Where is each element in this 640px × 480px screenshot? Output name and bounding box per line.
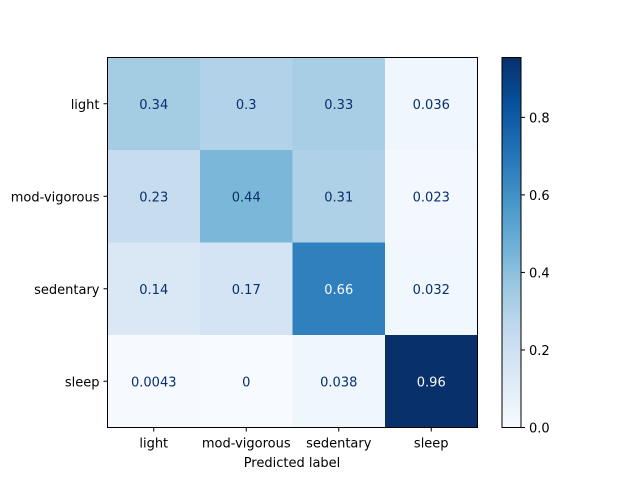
heatmap-cell [200, 335, 293, 428]
cell-value-label: 0.66 [324, 283, 353, 298]
cell-value-label: 0.038 [320, 375, 357, 390]
cell-value-label: 0.0043 [131, 375, 177, 390]
cell-value-label: 0 [242, 375, 250, 390]
x-tick-label: sleep [414, 437, 449, 452]
x-axis-label: Predicted label [244, 456, 341, 471]
heatmap-cell [292, 335, 386, 428]
heatmap-cell [385, 150, 478, 243]
colorbar [502, 57, 521, 428]
cell-value-label: 0.036 [413, 98, 450, 113]
heatmap-cell [107, 242, 201, 336]
heatmap-cell [292, 57, 386, 151]
cell-value-label: 0.44 [232, 190, 261, 205]
heatmap-cell [200, 57, 293, 151]
cell-value-label: 0.14 [139, 283, 168, 298]
heatmap-cell [385, 242, 478, 336]
cell-value-label: 0.023 [413, 190, 450, 205]
cell-value-label: 0.33 [324, 98, 353, 113]
x-tick-label: sedentary [306, 437, 372, 452]
y-tick-label: light [71, 98, 100, 113]
heatmap-cell [200, 150, 293, 243]
plot-frame [107, 57, 478, 428]
cell-value-label: 0.34 [139, 98, 168, 113]
cell-value-label: 0.17 [232, 283, 261, 298]
cell-value-label: 0.31 [324, 190, 353, 205]
cell-value-label: 0.96 [417, 375, 446, 390]
colorbar-ticks: 0.0 0.2 0.4 0.6 0.8 [521, 111, 550, 437]
colorbar-tick-label: 0.8 [529, 111, 550, 126]
heatmap-cells: 0.34 0.3 0.33 0.036 0.23 0.44 0.31 0.023 0.14 0.1… [107, 57, 478, 428]
y-tick-label: sleep [65, 375, 100, 390]
cell-value-label: 0.3 [236, 98, 257, 113]
colorbar-tick-label: 0.0 [529, 422, 550, 437]
y-tick-label: sedentary [34, 283, 100, 298]
x-tick-label: light [139, 437, 168, 452]
colorbar-tick-label: 0.4 [529, 266, 550, 281]
colorbar-tick-label: 0.2 [529, 344, 550, 359]
heatmap-cell [200, 242, 293, 336]
heatmap-cell [107, 335, 201, 428]
heatmap-cell [107, 57, 201, 151]
axis-ticks: light mod-vigorous sedentary sleep light mod-… [11, 98, 449, 452]
y-tick-label: mod-vigorous [11, 190, 100, 205]
heatmap-cell [292, 150, 386, 243]
heatmap-cell [107, 150, 201, 243]
colorbar-tick-label: 0.6 [529, 189, 550, 204]
heatmap-cell [385, 57, 478, 151]
heatmap-cell [385, 335, 478, 428]
cell-value-label: 0.032 [413, 283, 450, 298]
cell-value-label: 0.23 [139, 190, 168, 205]
colorbar-frame [501, 57, 522, 428]
x-tick-label: mod-vigorous [202, 437, 291, 452]
heatmap-cell [292, 242, 386, 336]
